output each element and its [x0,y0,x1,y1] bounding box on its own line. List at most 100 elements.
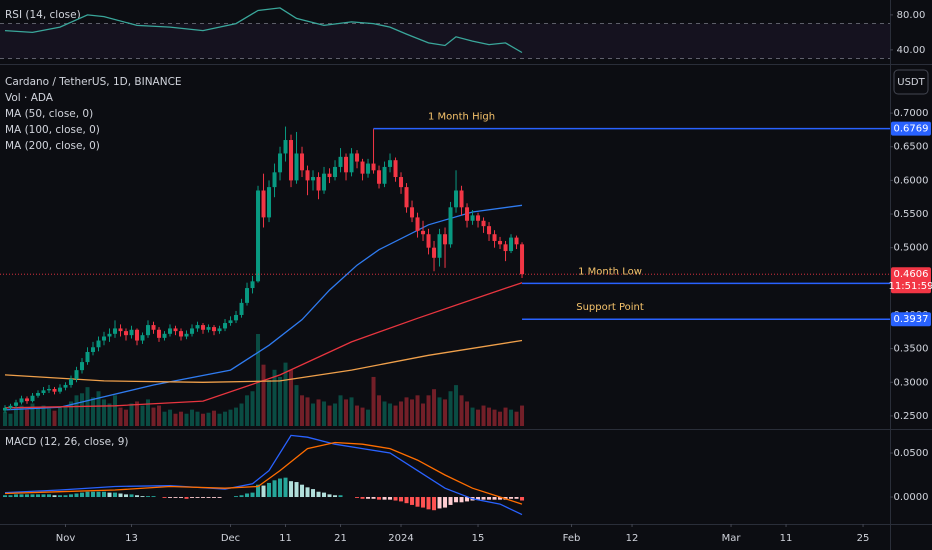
volume-bar [129,403,134,426]
candle-body [360,161,365,174]
volume-label: Vol · ADA [5,92,54,104]
histogram-bar [195,497,200,498]
volume-bar [234,407,239,426]
volume-bar [371,376,376,426]
x-tick-label: Mar [722,533,742,544]
histogram-bar [256,484,261,498]
candle-body [41,390,46,394]
candle-body [520,244,525,275]
histogram-bar [151,496,156,498]
candle-body [294,153,299,181]
rsi-title: RSI (14, close) [5,9,81,21]
candle-body [355,153,360,162]
candle-body [272,172,277,188]
histogram-bar [520,497,525,501]
x-tick-label: 2024 [388,533,413,544]
volume-bar [179,411,184,426]
volume-bar [382,401,387,426]
volume-bar [212,410,217,426]
candle-body [492,234,497,241]
candle-body [426,234,431,248]
candle-body [212,327,217,332]
candle-body [250,281,255,289]
volume-bar [151,407,156,426]
histogram-bar [393,497,398,501]
candle-body [514,237,519,245]
histogram-bar [30,494,35,498]
histogram-bar [190,497,195,498]
volume-bar [388,403,393,426]
y-tick-label: 0.2500 [894,411,929,422]
x-tick-label: 12 [626,533,639,544]
histogram-bar [91,491,96,498]
volume-bar [80,393,85,426]
volume-bar [239,403,244,426]
histogram-bar [168,497,173,498]
volume-bar [25,409,30,426]
candle-body [239,302,244,315]
histogram-bar [245,493,250,498]
candle-body [311,177,316,181]
histogram-bar [69,494,74,498]
histogram-bar [333,495,338,498]
histogram-bar [382,497,387,500]
candle-body [63,384,68,388]
volume-bar [509,409,514,426]
volume-bar [404,397,409,426]
candle-body [459,190,464,208]
histogram-bar [294,482,299,498]
level-price-label: 0.6769 [894,124,929,135]
histogram-bar [107,492,112,498]
histogram-bar [113,492,118,498]
candle-body [487,226,492,235]
candle-body [443,234,448,245]
histogram-bar [278,478,283,498]
currency-label[interactable]: USDT [897,77,925,88]
histogram-bar [135,495,140,498]
candle-body [80,362,85,371]
candle-body [151,325,156,330]
candle-body [421,230,426,235]
x-tick-label: Nov [56,533,76,544]
volume-bar [157,405,162,426]
x-tick-label: 13 [125,533,138,544]
candle-body [399,177,404,188]
volume-bar [360,407,365,426]
last-price-label: 0.4606 [894,269,929,280]
volume-bar [162,411,167,426]
volume-bar [349,397,354,426]
volume-bar [333,403,338,426]
candle-body [432,247,437,258]
currency-button[interactable] [893,69,929,95]
candle-body [415,217,420,231]
volume-bar [3,411,8,426]
candle-body [404,187,409,208]
histogram-bar [250,492,255,498]
volume-bar [140,405,145,426]
level-price-box [891,121,931,136]
histogram-bar [316,491,321,498]
candle-body [300,153,305,171]
candle-body [30,395,35,402]
volume-bar [261,364,266,426]
macd-title: MACD (12, 26, close, 9) [5,436,128,448]
histogram-bar [388,497,393,500]
histogram-bar [410,497,415,505]
histogram-bar [8,495,13,498]
histogram-bar [201,497,206,498]
volume-bar [272,369,277,426]
candle-body [371,163,376,171]
histogram-bar [437,497,442,509]
volume-bar [366,409,371,426]
volume-bar [30,403,35,426]
candle-body [96,340,101,348]
volume-bar [322,401,327,426]
candle-body [69,378,74,385]
volume-bar [201,413,206,426]
volume-bar [91,397,96,426]
histogram-bar [443,497,448,508]
candle-body [245,288,250,303]
candle-body [393,160,398,178]
candle-body [382,166,387,184]
volume-bar [316,399,321,426]
